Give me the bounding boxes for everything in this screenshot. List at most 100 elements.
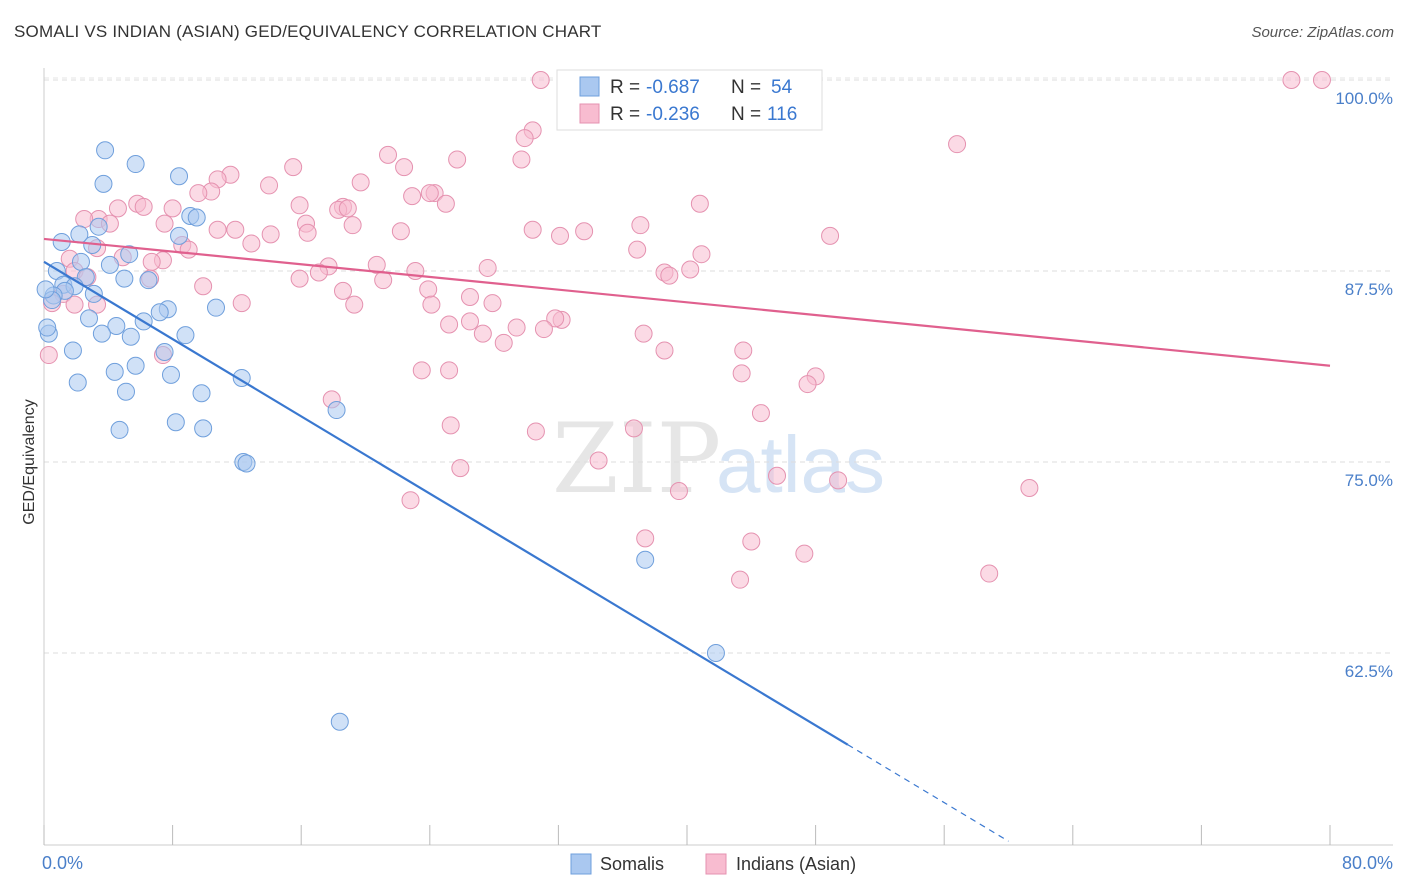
indians-point-69 bbox=[374, 271, 393, 290]
indians-point-25 bbox=[290, 196, 309, 215]
indians-point-114 bbox=[742, 532, 761, 551]
somalis-point-41 bbox=[192, 384, 211, 403]
source-label: Source: ZipAtlas.com bbox=[1251, 24, 1394, 41]
y-tick-label-1: 75.0% bbox=[1345, 471, 1393, 490]
indians-point-71 bbox=[194, 277, 213, 296]
indians-point-103 bbox=[441, 416, 460, 435]
somalis-point-34 bbox=[155, 342, 174, 361]
indians-point-107 bbox=[451, 459, 470, 478]
legend-r-value-indians: -0.236 bbox=[646, 104, 700, 125]
indians-point-51 bbox=[628, 240, 647, 259]
indians-point-38 bbox=[631, 216, 650, 235]
indians-point-90 bbox=[634, 324, 653, 343]
axes bbox=[43, 68, 1393, 846]
indians-point-115 bbox=[795, 544, 814, 563]
somalis-point-2 bbox=[170, 167, 189, 186]
x-tick-label-0: 0.0% bbox=[42, 853, 83, 873]
indians-point-31 bbox=[338, 199, 357, 218]
indians-point-93 bbox=[734, 341, 753, 360]
indians-point-24 bbox=[690, 194, 709, 213]
somalis-point-5 bbox=[89, 217, 108, 236]
indians-point-73 bbox=[333, 281, 352, 300]
indians-point-37 bbox=[343, 216, 362, 235]
indians-point-116 bbox=[980, 564, 999, 583]
indians-point-72 bbox=[419, 280, 438, 299]
somalis-point-28 bbox=[107, 317, 126, 336]
bottom-legend: Somalis Indians (Asian) bbox=[570, 853, 856, 875]
somalis-point-25 bbox=[150, 303, 169, 322]
indians-point-84 bbox=[546, 309, 565, 328]
series-indians-asian bbox=[39, 71, 1331, 589]
somalis-point-37 bbox=[161, 365, 180, 384]
legend-swatch-indians bbox=[579, 103, 600, 124]
somalis-point-44 bbox=[194, 419, 213, 438]
indians-point-105 bbox=[624, 419, 643, 438]
indians-point-81 bbox=[65, 295, 84, 314]
indians-point-95 bbox=[39, 346, 58, 365]
indians-point-110 bbox=[1020, 478, 1039, 497]
somalis-point-45 bbox=[110, 420, 129, 439]
indians-point-75 bbox=[460, 287, 479, 306]
somalis-point-35 bbox=[126, 356, 145, 375]
somalis-point-53 bbox=[187, 208, 206, 227]
somalis-point-16 bbox=[115, 269, 134, 288]
somalis-point-36 bbox=[105, 362, 124, 381]
somalis-point-52 bbox=[38, 318, 57, 337]
indians-point-102 bbox=[751, 404, 770, 423]
somalis-point-0 bbox=[96, 141, 115, 160]
indians-point-106 bbox=[589, 451, 608, 470]
indians-point-21 bbox=[403, 187, 422, 206]
trend-somalis bbox=[43, 260, 849, 746]
legend-r-label-somalis: R = bbox=[610, 77, 640, 98]
indians-point-12 bbox=[284, 158, 303, 177]
x-tick-labels: 0.0% 80.0% bbox=[42, 853, 1393, 873]
trend-lines bbox=[43, 237, 1331, 842]
legend-n-value-indians: 116 bbox=[767, 104, 797, 125]
somalis-point-1 bbox=[126, 155, 145, 174]
trend-indians bbox=[43, 237, 1331, 367]
indians-point-87 bbox=[507, 318, 526, 337]
indians-point-27 bbox=[134, 197, 153, 216]
somalis-point-43 bbox=[166, 413, 185, 432]
legend-r-value-somalis: -0.687 bbox=[646, 77, 700, 98]
legend-n-label-indians: N = bbox=[731, 104, 761, 125]
somalis-point-7 bbox=[170, 226, 189, 245]
indians-point-78 bbox=[422, 295, 441, 314]
somalis-point-40 bbox=[116, 382, 135, 401]
indians-point-3 bbox=[1282, 71, 1301, 89]
indians-point-22 bbox=[436, 194, 455, 213]
indians-point-79 bbox=[483, 294, 502, 313]
indians-point-15 bbox=[351, 173, 370, 192]
indians-point-117 bbox=[731, 570, 750, 589]
somalis-point-26 bbox=[80, 309, 99, 328]
indians-point-68 bbox=[290, 269, 309, 288]
series-somalis bbox=[36, 141, 725, 731]
indians-point-20 bbox=[189, 184, 208, 203]
somalis-point-39 bbox=[68, 373, 87, 392]
indians-point-44 bbox=[821, 226, 840, 245]
indians-point-85 bbox=[460, 312, 479, 331]
somalis-point-33 bbox=[63, 341, 82, 360]
indians-point-11 bbox=[395, 158, 414, 177]
somalis-point-12 bbox=[100, 255, 119, 274]
somalis-point-23 bbox=[207, 298, 226, 317]
y-tick-label-0: 62.5% bbox=[1345, 662, 1393, 681]
indians-point-91 bbox=[494, 333, 513, 352]
somalis-point-49 bbox=[706, 644, 725, 662]
somalis-point-48 bbox=[636, 550, 655, 569]
legend-n-label-somalis: N = bbox=[731, 77, 761, 98]
indians-point-62 bbox=[681, 260, 700, 279]
indians-point-113 bbox=[636, 529, 655, 548]
indians-point-96 bbox=[440, 361, 459, 380]
indians-point-104 bbox=[526, 422, 545, 441]
y-tick-label-2: 87.5% bbox=[1345, 280, 1393, 299]
indians-point-53 bbox=[692, 245, 711, 264]
somalis-point-31 bbox=[121, 327, 140, 346]
indians-point-7 bbox=[948, 135, 967, 154]
indians-point-65 bbox=[309, 263, 328, 282]
indians-point-29 bbox=[163, 199, 182, 218]
bottom-legend-swatch-somalis bbox=[570, 853, 592, 875]
bottom-legend-swatch-indians bbox=[705, 853, 727, 875]
indians-point-39 bbox=[523, 220, 542, 239]
